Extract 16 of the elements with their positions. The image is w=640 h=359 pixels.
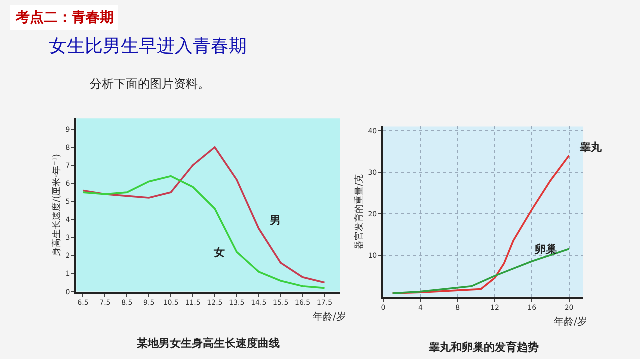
- series-label: 男: [269, 214, 281, 227]
- series-label: 女: [213, 246, 225, 259]
- line-series: [82, 146, 326, 284]
- x-axis-title: 年龄/岁: [554, 316, 588, 328]
- text: 某地男女生身高生长速度曲线: [136, 337, 280, 350]
- text: 女生比男生早进入青春期: [49, 36, 247, 57]
- text: 睾丸和卵巢的发育趋势: [428, 341, 539, 354]
- text: 分析下面的图片资料。: [90, 77, 210, 91]
- line-series: [392, 154, 570, 294]
- series-label: 卵巢: [534, 243, 557, 256]
- series-label: 睾丸: [579, 141, 603, 154]
- x-axis-title: 年龄/岁: [313, 311, 346, 323]
- line-series: [82, 175, 326, 290]
- y-axis-title: 身高生长速度/(厘米·年⁻¹): [52, 154, 63, 256]
- y-axis-title: 器官发育的重量/克: [354, 174, 366, 250]
- text: 考点二：青春期: [15, 10, 114, 26]
